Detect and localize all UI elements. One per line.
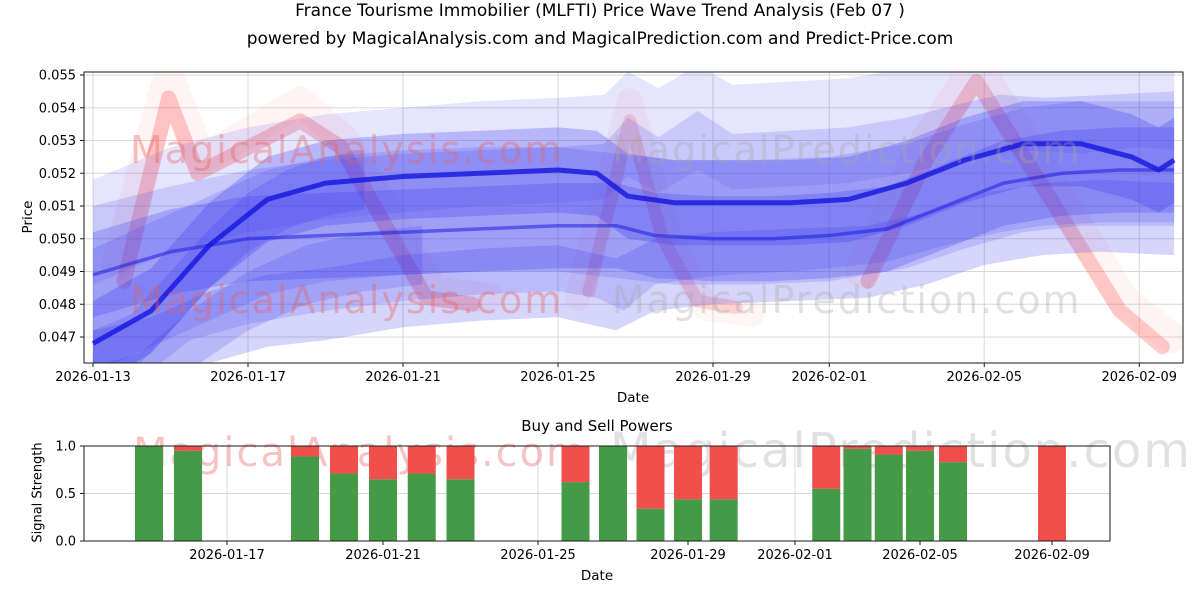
price-ytick-label: 0.053 bbox=[39, 134, 76, 149]
red-wave-right-peak-pale bbox=[844, 72, 1183, 353]
price-plot-border bbox=[83, 71, 1184, 364]
signal-xtick-label: 2026-01-29 bbox=[650, 548, 726, 563]
signal-xtick-label: 2026-02-01 bbox=[757, 548, 833, 563]
buy-bar-segment bbox=[446, 479, 475, 541]
price-xtick-label: 2026-01-25 bbox=[520, 370, 596, 385]
sell-bar-segment bbox=[674, 446, 702, 500]
sell-bar-segment bbox=[709, 446, 738, 500]
price-xtick-label: 2026-02-01 bbox=[791, 370, 867, 385]
signal-ytick-label: 1.0 bbox=[55, 440, 76, 455]
sell-bar-segment bbox=[369, 446, 397, 480]
watermark-text: MagicalAnalysis.com bbox=[130, 278, 563, 322]
price-ytick-label: 0.055 bbox=[39, 69, 76, 84]
price-ytick-label: 0.054 bbox=[39, 101, 76, 116]
price-xtick-label: 2026-02-09 bbox=[1101, 370, 1177, 385]
buy-bar-segment bbox=[812, 488, 841, 541]
sell-bar-segment bbox=[906, 446, 934, 451]
price-line-core-main bbox=[91, 141, 1176, 346]
sell-bar-segment bbox=[291, 446, 319, 457]
price-band-ribbon-steep-2 bbox=[105, 225, 423, 363]
price-band-envelope bbox=[93, 91, 1175, 363]
price-xtick-label: 2026-02-05 bbox=[946, 370, 1022, 385]
buy-bar-segment bbox=[135, 446, 163, 541]
price-xtick-label: 2026-01-17 bbox=[210, 370, 286, 385]
price-band-ribbon-steep-1 bbox=[93, 150, 365, 363]
red-wave-left-zigzag bbox=[116, 90, 481, 312]
signal-xtick-label: 2026-01-21 bbox=[345, 548, 421, 563]
price-ytick-label: 0.052 bbox=[39, 167, 76, 182]
price-axis-label: Price bbox=[20, 200, 36, 234]
sell-bar-segment bbox=[407, 446, 436, 474]
price-band-ribbon-main bbox=[93, 101, 1175, 363]
signal-chart-title: Buy and Sell Powers bbox=[521, 417, 673, 435]
red-wave-mid-spike bbox=[582, 114, 743, 314]
sell-bar-segment bbox=[174, 446, 202, 451]
sell-bar-segment bbox=[330, 446, 358, 474]
figure-title-line-1: France Tourisme Immobilier (MLFTI) Price… bbox=[295, 1, 905, 21]
buy-bar-segment bbox=[291, 456, 319, 541]
price-line-core-second bbox=[92, 168, 1175, 277]
buy-bar-segment bbox=[636, 508, 665, 541]
buy-bar-segment bbox=[407, 473, 436, 541]
buy-bar-segment bbox=[330, 473, 358, 541]
red-wave-mid-spike-pale bbox=[564, 88, 765, 328]
signal-xtick-label: 2026-02-09 bbox=[1014, 548, 1090, 563]
signal-ytick-label: 0.0 bbox=[55, 535, 76, 550]
buy-bar-segment bbox=[599, 446, 627, 541]
price-band-ribbon-mid bbox=[93, 101, 1175, 363]
sell-bar-segment bbox=[561, 446, 590, 483]
price-band-ribbon-high bbox=[93, 72, 1175, 285]
watermark-text: MagicalAnalysis.com bbox=[133, 430, 587, 476]
buy-bar-segment bbox=[906, 450, 934, 541]
price-xtick-label: 2026-01-13 bbox=[55, 370, 131, 385]
sell-bar-segment bbox=[843, 446, 872, 449]
watermark-text: MagicalPrediction.com bbox=[612, 128, 1082, 172]
price-band-ribbon-low bbox=[93, 179, 1175, 363]
sell-bar-segment bbox=[939, 446, 967, 463]
signal-axis-label: Signal Strength bbox=[30, 442, 46, 543]
price-xtick-label: 2026-01-29 bbox=[675, 370, 751, 385]
buy-bar-segment bbox=[709, 499, 738, 541]
red-wave-left-zigzag-pale bbox=[101, 72, 504, 313]
buy-bar-segment bbox=[561, 482, 590, 541]
buy-bar-segment bbox=[843, 448, 872, 541]
buy-bar-segment bbox=[939, 462, 967, 541]
buy-bar-segment bbox=[674, 499, 702, 541]
signal-xtick-label: 2026-01-25 bbox=[500, 548, 576, 563]
buy-bar-segment bbox=[369, 479, 397, 541]
price-ytick-label: 0.050 bbox=[39, 232, 76, 247]
watermark-text: MagicalAnalysis.com bbox=[130, 128, 563, 172]
price-plot-area bbox=[91, 72, 1183, 363]
watermark-text: MagicalPrediction.com bbox=[612, 278, 1082, 322]
buy-bar-segment bbox=[874, 454, 903, 541]
buy-bar-segment bbox=[174, 450, 202, 541]
price-ytick-label: 0.051 bbox=[39, 200, 76, 215]
sell-bar-segment bbox=[446, 446, 475, 480]
price-xtick-label: 2026-01-21 bbox=[365, 370, 441, 385]
price-ytick-label: 0.048 bbox=[39, 298, 76, 313]
price-band-ribbon-second bbox=[93, 127, 1175, 318]
figure-title-line-2: powered by MagicalAnalysis.com and Magic… bbox=[246, 29, 954, 49]
signal-ytick-label: 0.5 bbox=[55, 487, 76, 502]
price-ytick-label: 0.047 bbox=[39, 331, 76, 346]
signal-xtick-label: 2026-02-05 bbox=[882, 548, 958, 563]
price-ytick-label: 0.049 bbox=[39, 265, 76, 280]
sell-bar-segment bbox=[812, 446, 841, 489]
sell-bar-segment bbox=[1038, 446, 1066, 541]
signal-xtick-label: 2026-01-17 bbox=[189, 548, 265, 563]
price-xaxis-label: Date bbox=[616, 390, 650, 406]
signal-xaxis-label: Date bbox=[580, 568, 614, 584]
sell-bar-segment bbox=[874, 446, 903, 455]
sell-bar-segment bbox=[636, 446, 665, 509]
